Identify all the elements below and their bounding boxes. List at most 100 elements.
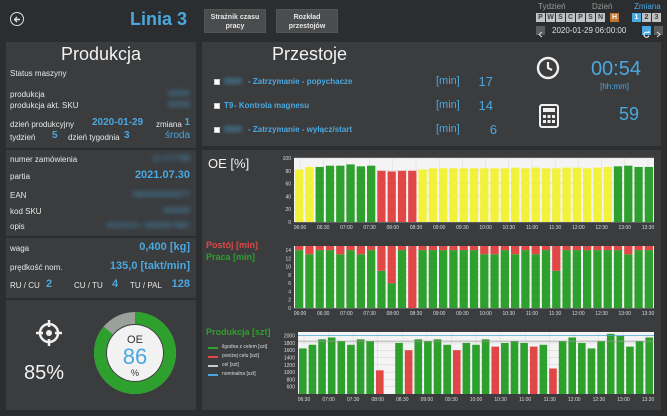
oe-bar bbox=[346, 164, 355, 222]
oe-chart-xtick: 08:00 bbox=[387, 225, 400, 231]
stop-bar bbox=[428, 246, 437, 251]
time-chart-xtick: 11:30 bbox=[549, 311, 561, 317]
day-tile-0[interactable]: P bbox=[536, 13, 545, 22]
production-legend-swatch bbox=[208, 356, 218, 358]
time-chart-ytick: 0 bbox=[288, 306, 291, 312]
stop-bar bbox=[480, 246, 489, 255]
production-bar bbox=[318, 339, 326, 394]
shift-tile-3[interactable]: 3 bbox=[652, 13, 661, 22]
downtime-checkbox[interactable] bbox=[214, 79, 220, 85]
oe-bar bbox=[593, 167, 602, 222]
downtime-checkbox[interactable] bbox=[214, 103, 220, 109]
stop-bar bbox=[562, 246, 571, 251]
production-chart-xtick: 08:30 bbox=[396, 397, 409, 403]
production-bar bbox=[549, 368, 557, 394]
oe-bar bbox=[469, 168, 479, 222]
production-bar bbox=[501, 342, 509, 394]
oe-bar bbox=[449, 168, 458, 222]
day-tile-4[interactable]: P bbox=[576, 13, 585, 22]
production-bar bbox=[635, 341, 644, 394]
shift-tile-2[interactable]: 2 bbox=[642, 13, 651, 22]
production-legend-swatch bbox=[208, 374, 218, 376]
production-bar bbox=[520, 342, 528, 394]
day-tile-6[interactable]: N bbox=[596, 13, 605, 22]
day-tile-1[interactable]: W bbox=[546, 13, 555, 22]
cutu-value: 4 bbox=[112, 278, 119, 290]
work-bar bbox=[397, 250, 407, 308]
day-tile-2[interactable]: Ś bbox=[556, 13, 565, 22]
prev-day-button[interactable] bbox=[536, 26, 545, 38]
stop-bar bbox=[603, 246, 612, 251]
production-chart-xtick: 09:30 bbox=[445, 397, 458, 403]
oe-chart-ytick: 80 bbox=[285, 169, 291, 175]
schedule-button[interactable]: Rozkład przestojów bbox=[276, 9, 338, 33]
oe-bar bbox=[480, 168, 489, 222]
day-tile-3[interactable]: C bbox=[566, 13, 575, 22]
production-bar bbox=[347, 344, 355, 394]
production-chart-xtick: 07:30 bbox=[347, 397, 360, 403]
time-chart-xtick: 09:00 bbox=[433, 311, 446, 317]
day-tile-5[interactable]: S bbox=[586, 13, 595, 22]
refresh-button[interactable] bbox=[642, 26, 651, 38]
week-field-value: 5 bbox=[52, 130, 58, 141]
calculator-icon bbox=[539, 104, 559, 128]
shift-tile-1[interactable]: 1 bbox=[632, 13, 641, 22]
oe-bar bbox=[367, 165, 376, 222]
sku-code-label: kod SKU bbox=[10, 207, 42, 216]
oe-bar bbox=[634, 166, 643, 222]
stop-bar bbox=[531, 246, 540, 255]
guard-button[interactable]: Strażnik czasu pracy bbox=[204, 9, 266, 33]
production-chart-xtick: 11:30 bbox=[544, 397, 556, 403]
oe-chart-xtick: 09:30 bbox=[456, 225, 469, 231]
production-bar bbox=[443, 344, 451, 394]
production-day-label: dzień produkcyjny bbox=[10, 120, 75, 129]
oe-bar bbox=[305, 166, 314, 222]
oe-gauge-unit: % bbox=[130, 368, 139, 378]
oe-bar bbox=[397, 170, 407, 222]
oe-bar bbox=[387, 171, 396, 222]
work-bar bbox=[367, 250, 376, 308]
time-chart-xtick: 10:30 bbox=[503, 311, 516, 317]
oe-bar bbox=[459, 168, 468, 222]
downtime-value: 6 bbox=[489, 122, 497, 137]
work-bar bbox=[346, 250, 355, 308]
production-bar bbox=[578, 342, 586, 394]
work-bar bbox=[418, 250, 427, 308]
holiday-tile[interactable]: H bbox=[610, 13, 619, 22]
production-chart-xtick: 12:00 bbox=[568, 397, 581, 403]
production-count-value: 00000 bbox=[167, 89, 190, 98]
work-bar bbox=[541, 250, 551, 308]
stop-bar bbox=[346, 246, 355, 251]
time-chart-ytick: 8 bbox=[288, 273, 291, 279]
production-bar bbox=[452, 350, 461, 394]
stop-bar bbox=[397, 246, 407, 251]
speed-value: 135,0 [takt/min] bbox=[109, 260, 190, 272]
work-bar bbox=[305, 254, 314, 308]
oe-bar bbox=[511, 167, 520, 222]
production-chart-ytick: 1400 bbox=[284, 356, 295, 362]
production-bar bbox=[626, 346, 634, 394]
oe-chart-xtick: 10:00 bbox=[479, 225, 492, 231]
back-button[interactable] bbox=[10, 12, 24, 26]
oe-chart-xtick: 10:30 bbox=[503, 225, 516, 231]
stop-bar bbox=[305, 246, 314, 255]
next-day-button[interactable] bbox=[654, 26, 663, 38]
production-chart-xtick: 10:00 bbox=[470, 397, 483, 403]
production-chart-ytick: 600 bbox=[287, 385, 296, 391]
production-bar bbox=[481, 339, 490, 394]
work-bar bbox=[552, 270, 561, 308]
production-bar bbox=[616, 335, 625, 394]
downtime-checkbox[interactable] bbox=[214, 127, 220, 133]
refresh-icon bbox=[643, 30, 650, 38]
time-chart-ytick: 2 bbox=[288, 298, 291, 304]
stop-bar bbox=[624, 246, 633, 255]
oe-gauge-label: OE bbox=[127, 334, 143, 346]
oe-bar bbox=[377, 170, 386, 222]
stop-bar bbox=[644, 246, 653, 251]
work-bar bbox=[500, 250, 509, 308]
stop-bar bbox=[613, 246, 623, 251]
production-bar bbox=[491, 346, 500, 394]
production-legend-label: nominalna [szt] bbox=[222, 371, 256, 377]
oe-chart-ytick: 100 bbox=[283, 156, 292, 162]
